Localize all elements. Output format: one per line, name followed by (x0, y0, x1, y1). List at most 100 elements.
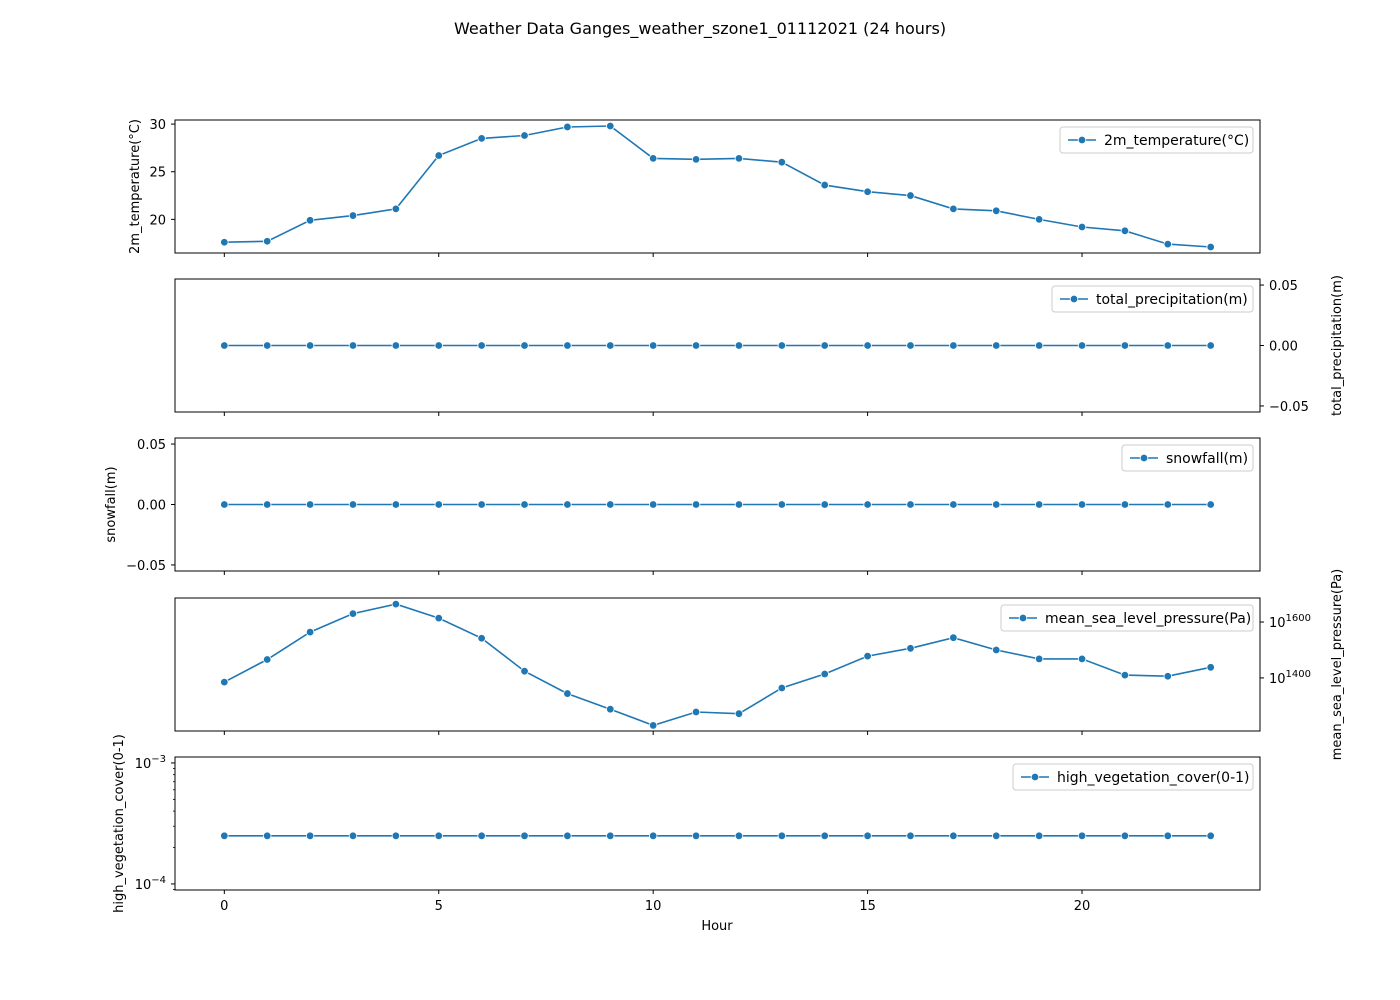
legend-marker (1069, 294, 1079, 304)
data-point (220, 831, 229, 840)
data-point (1120, 341, 1130, 350)
panel-1: 20 25 30 2m_temperature(°C) 2m_temperature(°… (128, 118, 1261, 257)
data-point (1120, 226, 1130, 236)
data-point (863, 651, 872, 661)
data-point (820, 831, 829, 840)
y-tick-label: −0.05 (126, 559, 166, 574)
data-point (220, 341, 229, 350)
data-point (263, 500, 272, 509)
legend-label: high_vegetation_cover(0-1) (1057, 770, 1250, 786)
data-point (777, 158, 787, 167)
legend: high_vegetation_cover(0-1) (1012, 763, 1254, 791)
data-point (1077, 654, 1087, 664)
y-tick-label: 30 (149, 118, 166, 133)
data-point (305, 627, 315, 637)
data-point (777, 831, 787, 840)
data-point (305, 831, 315, 840)
legend-box (1000, 604, 1254, 632)
data-point (906, 500, 915, 509)
data-point (220, 677, 229, 687)
data-point (263, 831, 272, 840)
data-point (563, 341, 572, 350)
legend: mean_sea_level_pressure(Pa) (1000, 604, 1254, 632)
data-point (305, 341, 315, 350)
data-point (648, 721, 658, 730)
data-point (992, 831, 1001, 840)
axes-frame (174, 119, 1261, 254)
data-point (606, 705, 615, 714)
data-point (691, 341, 701, 350)
x-tick-label: 0 (220, 899, 228, 914)
data-point (1206, 341, 1215, 350)
data-point (949, 204, 958, 214)
data-point (734, 709, 744, 718)
data-point (263, 655, 272, 664)
data-point (820, 180, 829, 190)
data-point (906, 644, 915, 653)
data-point (477, 341, 486, 350)
data-point (1163, 239, 1172, 249)
data-point (348, 609, 358, 618)
data-point (563, 831, 572, 840)
data-point (648, 154, 658, 163)
data-point (863, 341, 872, 350)
data-point (391, 599, 401, 609)
data-point (563, 500, 572, 509)
series-line (224, 125, 1211, 248)
data-point (1163, 500, 1172, 509)
data-point (520, 131, 529, 140)
data-point (820, 669, 829, 679)
data-point (434, 500, 443, 509)
data-point (863, 831, 872, 840)
data-point (1034, 341, 1044, 350)
y-tick-label: −0.05 (1269, 400, 1309, 415)
data-point (1206, 242, 1215, 252)
legend-marker (1139, 453, 1149, 463)
axes-frame (174, 756, 1261, 891)
data-point (220, 238, 229, 247)
legend-box (1012, 763, 1254, 791)
data-point (949, 341, 958, 350)
data-point (520, 831, 529, 840)
panel-5: 0 5 10 15 2010−410−3high_vegetation_cover(0-… (112, 734, 1261, 914)
data-point (434, 151, 443, 160)
y-axis-label: mean_sea_level_pressure(Pa) (1330, 569, 1345, 761)
data-point (1034, 831, 1044, 840)
data-point (1206, 500, 1215, 509)
legend-label: 2m_temperature(°C) (1104, 133, 1249, 149)
data-point (477, 500, 486, 509)
data-point (906, 831, 915, 840)
data-point (305, 500, 315, 509)
data-point (1077, 222, 1087, 232)
panel-2: −0.05 0.00 0.05 total_precipitation(m) total… (174, 275, 1345, 416)
data-point (348, 341, 358, 350)
data-point (1206, 831, 1215, 840)
y-tick-label: 0.00 (1269, 340, 1298, 355)
data-point (1120, 670, 1130, 680)
data-point (1077, 341, 1087, 350)
data-point (648, 341, 658, 350)
data-point (949, 831, 958, 840)
data-point (434, 831, 443, 840)
legend-marker (1077, 135, 1087, 145)
legend: 2m_temperature(°C) (1059, 126, 1254, 154)
data-point (391, 831, 401, 840)
data-point (477, 134, 486, 143)
data-point (648, 500, 658, 509)
data-point (691, 707, 701, 717)
legend-box (1051, 285, 1254, 313)
legend: total_precipitation(m) (1051, 285, 1254, 313)
data-point (1206, 663, 1215, 672)
data-point (992, 645, 1001, 655)
panels: 20 25 30 2m_temperature(°C) 2m_temperature(°… (104, 118, 1345, 914)
data-point (348, 500, 358, 509)
data-point (906, 191, 915, 200)
x-axis-label: Hour (701, 919, 733, 934)
data-point (777, 683, 787, 693)
y-tick-label: 0.00 (137, 499, 166, 514)
data-point (777, 500, 787, 509)
data-point (648, 831, 658, 840)
data-point (992, 206, 1001, 215)
data-point (434, 341, 443, 350)
data-point (263, 341, 272, 350)
